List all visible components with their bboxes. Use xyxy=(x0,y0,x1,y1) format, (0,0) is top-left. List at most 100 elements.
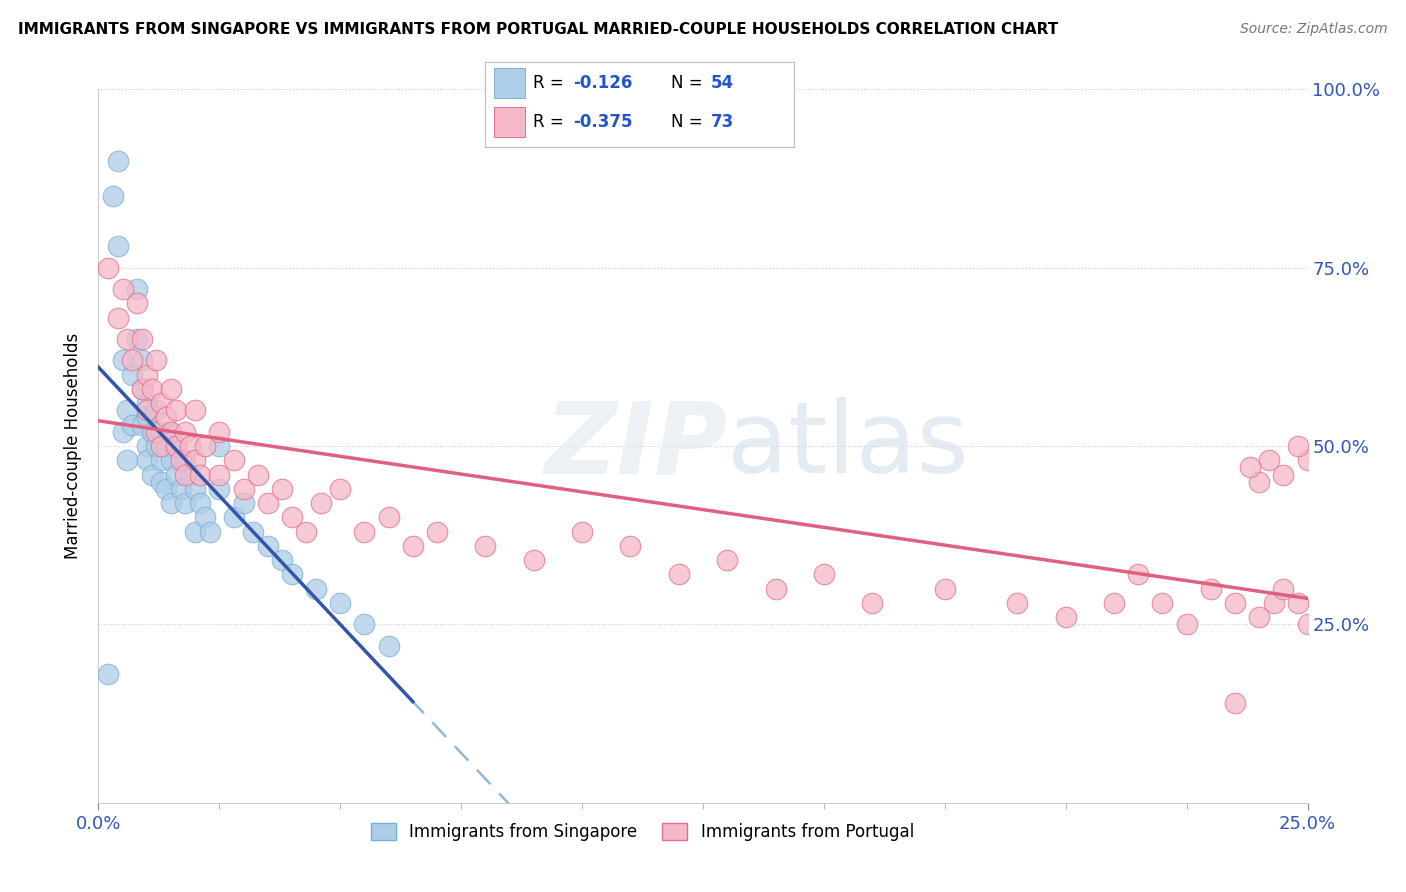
Text: R =: R = xyxy=(533,113,569,131)
Point xyxy=(860,596,883,610)
Point xyxy=(150,396,173,410)
Point xyxy=(131,332,153,346)
Point xyxy=(131,382,153,396)
Point xyxy=(184,403,207,417)
Bar xyxy=(495,69,526,98)
Text: Source: ZipAtlas.com: Source: ZipAtlas.com xyxy=(1240,22,1388,37)
Point xyxy=(97,667,120,681)
Point xyxy=(174,467,197,482)
Point xyxy=(1223,596,1246,610)
Point xyxy=(184,453,207,467)
Point xyxy=(127,332,149,346)
Point xyxy=(121,368,143,382)
Point xyxy=(1007,596,1029,610)
Point xyxy=(256,496,278,510)
Point xyxy=(107,310,129,325)
Y-axis label: Married-couple Households: Married-couple Households xyxy=(65,333,83,559)
Point xyxy=(1272,582,1295,596)
Point xyxy=(150,425,173,439)
Point xyxy=(135,396,157,410)
Text: N =: N = xyxy=(671,74,707,92)
Point xyxy=(353,617,375,632)
Point xyxy=(619,539,641,553)
Point xyxy=(150,475,173,489)
Point xyxy=(145,403,167,417)
Point xyxy=(281,567,304,582)
Point xyxy=(117,332,139,346)
Point xyxy=(174,496,197,510)
Point xyxy=(1286,596,1309,610)
Point xyxy=(1272,467,1295,482)
Point xyxy=(353,524,375,539)
Point xyxy=(111,425,134,439)
Point xyxy=(127,282,149,296)
Point xyxy=(150,453,173,467)
Point xyxy=(402,539,425,553)
Point xyxy=(305,582,328,596)
Point xyxy=(121,417,143,432)
Point xyxy=(131,417,153,432)
Point xyxy=(160,453,183,467)
Point xyxy=(208,425,231,439)
Point xyxy=(1054,610,1077,624)
Point xyxy=(474,539,496,553)
Point xyxy=(329,482,352,496)
Point xyxy=(145,439,167,453)
Point xyxy=(426,524,449,539)
Point xyxy=(934,582,956,596)
Point xyxy=(1175,617,1198,632)
Point xyxy=(184,524,207,539)
Point xyxy=(1249,475,1271,489)
Point xyxy=(523,553,546,567)
Point xyxy=(150,439,173,453)
Point xyxy=(194,439,217,453)
Point xyxy=(131,353,153,368)
Point xyxy=(271,553,294,567)
Point xyxy=(174,453,197,467)
Point xyxy=(107,239,129,253)
Point xyxy=(97,260,120,275)
Point xyxy=(232,482,254,496)
Point xyxy=(117,453,139,467)
Point xyxy=(1257,453,1279,467)
Text: -0.375: -0.375 xyxy=(574,113,633,131)
Point xyxy=(222,453,245,467)
Point xyxy=(155,482,177,496)
Point xyxy=(256,539,278,553)
Point xyxy=(135,403,157,417)
Text: N =: N = xyxy=(671,113,707,131)
Point xyxy=(222,510,245,524)
Point xyxy=(169,453,191,467)
Point xyxy=(309,496,332,510)
Point xyxy=(242,524,264,539)
Point xyxy=(198,524,221,539)
Text: IMMIGRANTS FROM SINGAPORE VS IMMIGRANTS FROM PORTUGAL MARRIED-COUPLE HOUSEHOLDS : IMMIGRANTS FROM SINGAPORE VS IMMIGRANTS … xyxy=(18,22,1059,37)
Point xyxy=(145,425,167,439)
Point xyxy=(131,382,153,396)
Legend: Immigrants from Singapore, Immigrants from Portugal: Immigrants from Singapore, Immigrants fr… xyxy=(364,816,921,848)
Point xyxy=(165,439,187,453)
Point xyxy=(1223,696,1246,710)
Point xyxy=(571,524,593,539)
Point xyxy=(271,482,294,496)
Point xyxy=(813,567,835,582)
Text: R =: R = xyxy=(533,74,569,92)
Point xyxy=(160,382,183,396)
Point xyxy=(188,467,211,482)
Point xyxy=(111,282,134,296)
Point xyxy=(174,425,197,439)
Point xyxy=(179,439,201,453)
Point xyxy=(141,467,163,482)
Point xyxy=(1128,567,1150,582)
Text: 54: 54 xyxy=(711,74,734,92)
Point xyxy=(295,524,318,539)
Bar xyxy=(495,107,526,137)
Point xyxy=(1249,610,1271,624)
Point xyxy=(160,425,183,439)
Text: 73: 73 xyxy=(711,113,734,131)
Point xyxy=(1296,453,1319,467)
Point xyxy=(111,353,134,368)
Point xyxy=(188,496,211,510)
Point xyxy=(1152,596,1174,610)
Point xyxy=(127,296,149,310)
